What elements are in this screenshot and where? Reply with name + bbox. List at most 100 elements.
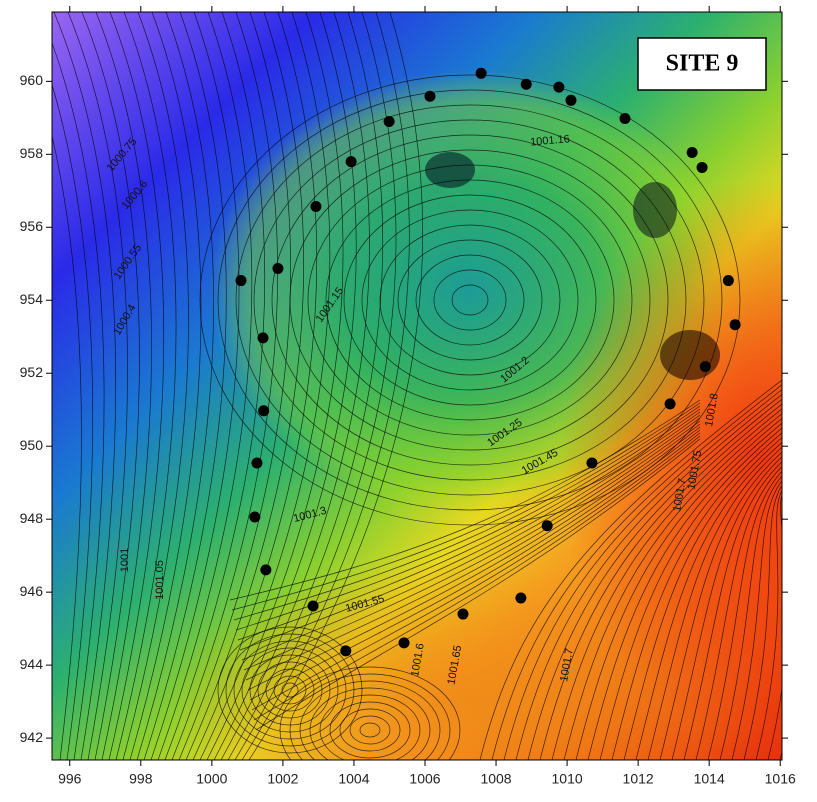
contour-line — [245, 423, 701, 681]
contour-label: 1001.7 — [558, 647, 576, 682]
contour-line — [743, 485, 782, 760]
contour-line — [329, 701, 411, 759]
contour-line — [551, 408, 782, 760]
contour-line — [81, 12, 140, 760]
contour-lines — [52, 12, 782, 760]
contour-line — [271, 134, 669, 466]
contour-line — [623, 437, 782, 760]
contour-line — [755, 490, 782, 760]
contour-line — [199, 74, 741, 526]
contour-line — [241, 12, 410, 760]
contour-line — [235, 408, 701, 631]
sample-point — [475, 67, 487, 79]
x-tick-label: 1006 — [409, 771, 440, 787]
x-tick-label: 996 — [58, 771, 82, 787]
contour-line — [52, 83, 93, 760]
contour-line — [361, 209, 579, 391]
contour-line — [319, 694, 421, 760]
contour-label: 1001.8 — [703, 392, 721, 427]
contour-label: 1001.7 — [671, 477, 689, 512]
contour-line — [781, 509, 782, 511]
x-tick-label: 1016 — [765, 771, 796, 787]
contour-line — [659, 451, 782, 760]
plot-frame — [51, 11, 783, 761]
sample-point — [257, 332, 269, 344]
contour-line — [343, 194, 597, 406]
contour-line — [779, 499, 782, 760]
contour-line — [255, 438, 701, 731]
contour-line — [781, 514, 782, 515]
contour-line — [227, 12, 384, 760]
sample-point — [424, 90, 436, 102]
contour-line — [451, 284, 489, 316]
contour-line — [647, 446, 782, 760]
sample-point — [307, 600, 319, 612]
contour-label: 1001.16 — [530, 133, 571, 148]
y-tick-label: 948 — [20, 510, 44, 526]
site-label: SITE 9 — [666, 51, 739, 77]
surface — [52, 12, 782, 760]
sample-point — [553, 81, 565, 93]
contour-line — [233, 405, 701, 621]
y-tick-label: 958 — [20, 145, 44, 161]
y-tick-label: 942 — [20, 729, 44, 745]
contour-line — [247, 426, 701, 691]
contour-line — [339, 708, 401, 752]
contour-line — [433, 269, 507, 331]
sample-point — [699, 361, 711, 373]
contour-line — [379, 224, 561, 376]
contour-line — [683, 461, 782, 760]
x-tick-label: 1010 — [552, 771, 583, 787]
contour-line — [325, 179, 615, 421]
contour-line — [707, 470, 782, 760]
contour-line — [231, 402, 701, 611]
contour-line — [695, 466, 782, 760]
contour-line — [249, 429, 701, 701]
sample-point — [619, 113, 631, 125]
y-tick-label: 952 — [20, 364, 44, 380]
contour-line — [359, 722, 381, 738]
contour-line — [279, 666, 461, 760]
x-tick-label: 1002 — [267, 771, 298, 787]
contour-line — [241, 417, 701, 661]
contour-line — [217, 89, 723, 511]
contour-line — [527, 398, 782, 760]
contour-line — [199, 12, 331, 760]
contour-line — [150, 12, 240, 760]
contour-line — [479, 379, 782, 760]
contour-line — [52, 134, 82, 760]
contour-line — [108, 12, 165, 760]
site-label-box — [637, 37, 767, 91]
contour-line — [289, 149, 651, 451]
contour-line — [515, 394, 782, 760]
y-tick-label: 956 — [20, 218, 44, 234]
contour-line — [349, 715, 391, 745]
sample-point — [586, 457, 598, 469]
y-tick-label: 944 — [20, 656, 44, 672]
color-field — [560, 180, 782, 740]
contour-line — [309, 687, 431, 760]
contour-line — [273, 675, 307, 705]
contour-line — [217, 626, 363, 754]
contour-line — [235, 104, 705, 496]
contour-label: 1001.6 — [409, 642, 427, 677]
sample-point — [398, 637, 410, 649]
sample-point — [541, 520, 553, 532]
contour-line — [225, 633, 355, 747]
contour-line — [185, 12, 304, 760]
contour-line — [397, 239, 543, 361]
contour-line — [503, 389, 782, 760]
sample-point — [515, 592, 527, 604]
sample-point — [249, 511, 261, 523]
contour-line — [299, 680, 441, 760]
contour-line — [767, 495, 782, 760]
contour-line — [289, 673, 451, 760]
sample-point — [565, 94, 577, 106]
contour-label: 1001 — [119, 548, 131, 572]
contour-line — [731, 480, 782, 760]
contour-line — [575, 418, 782, 760]
contour-line — [229, 399, 701, 601]
contour-line — [491, 384, 782, 760]
contour-line — [415, 254, 525, 346]
